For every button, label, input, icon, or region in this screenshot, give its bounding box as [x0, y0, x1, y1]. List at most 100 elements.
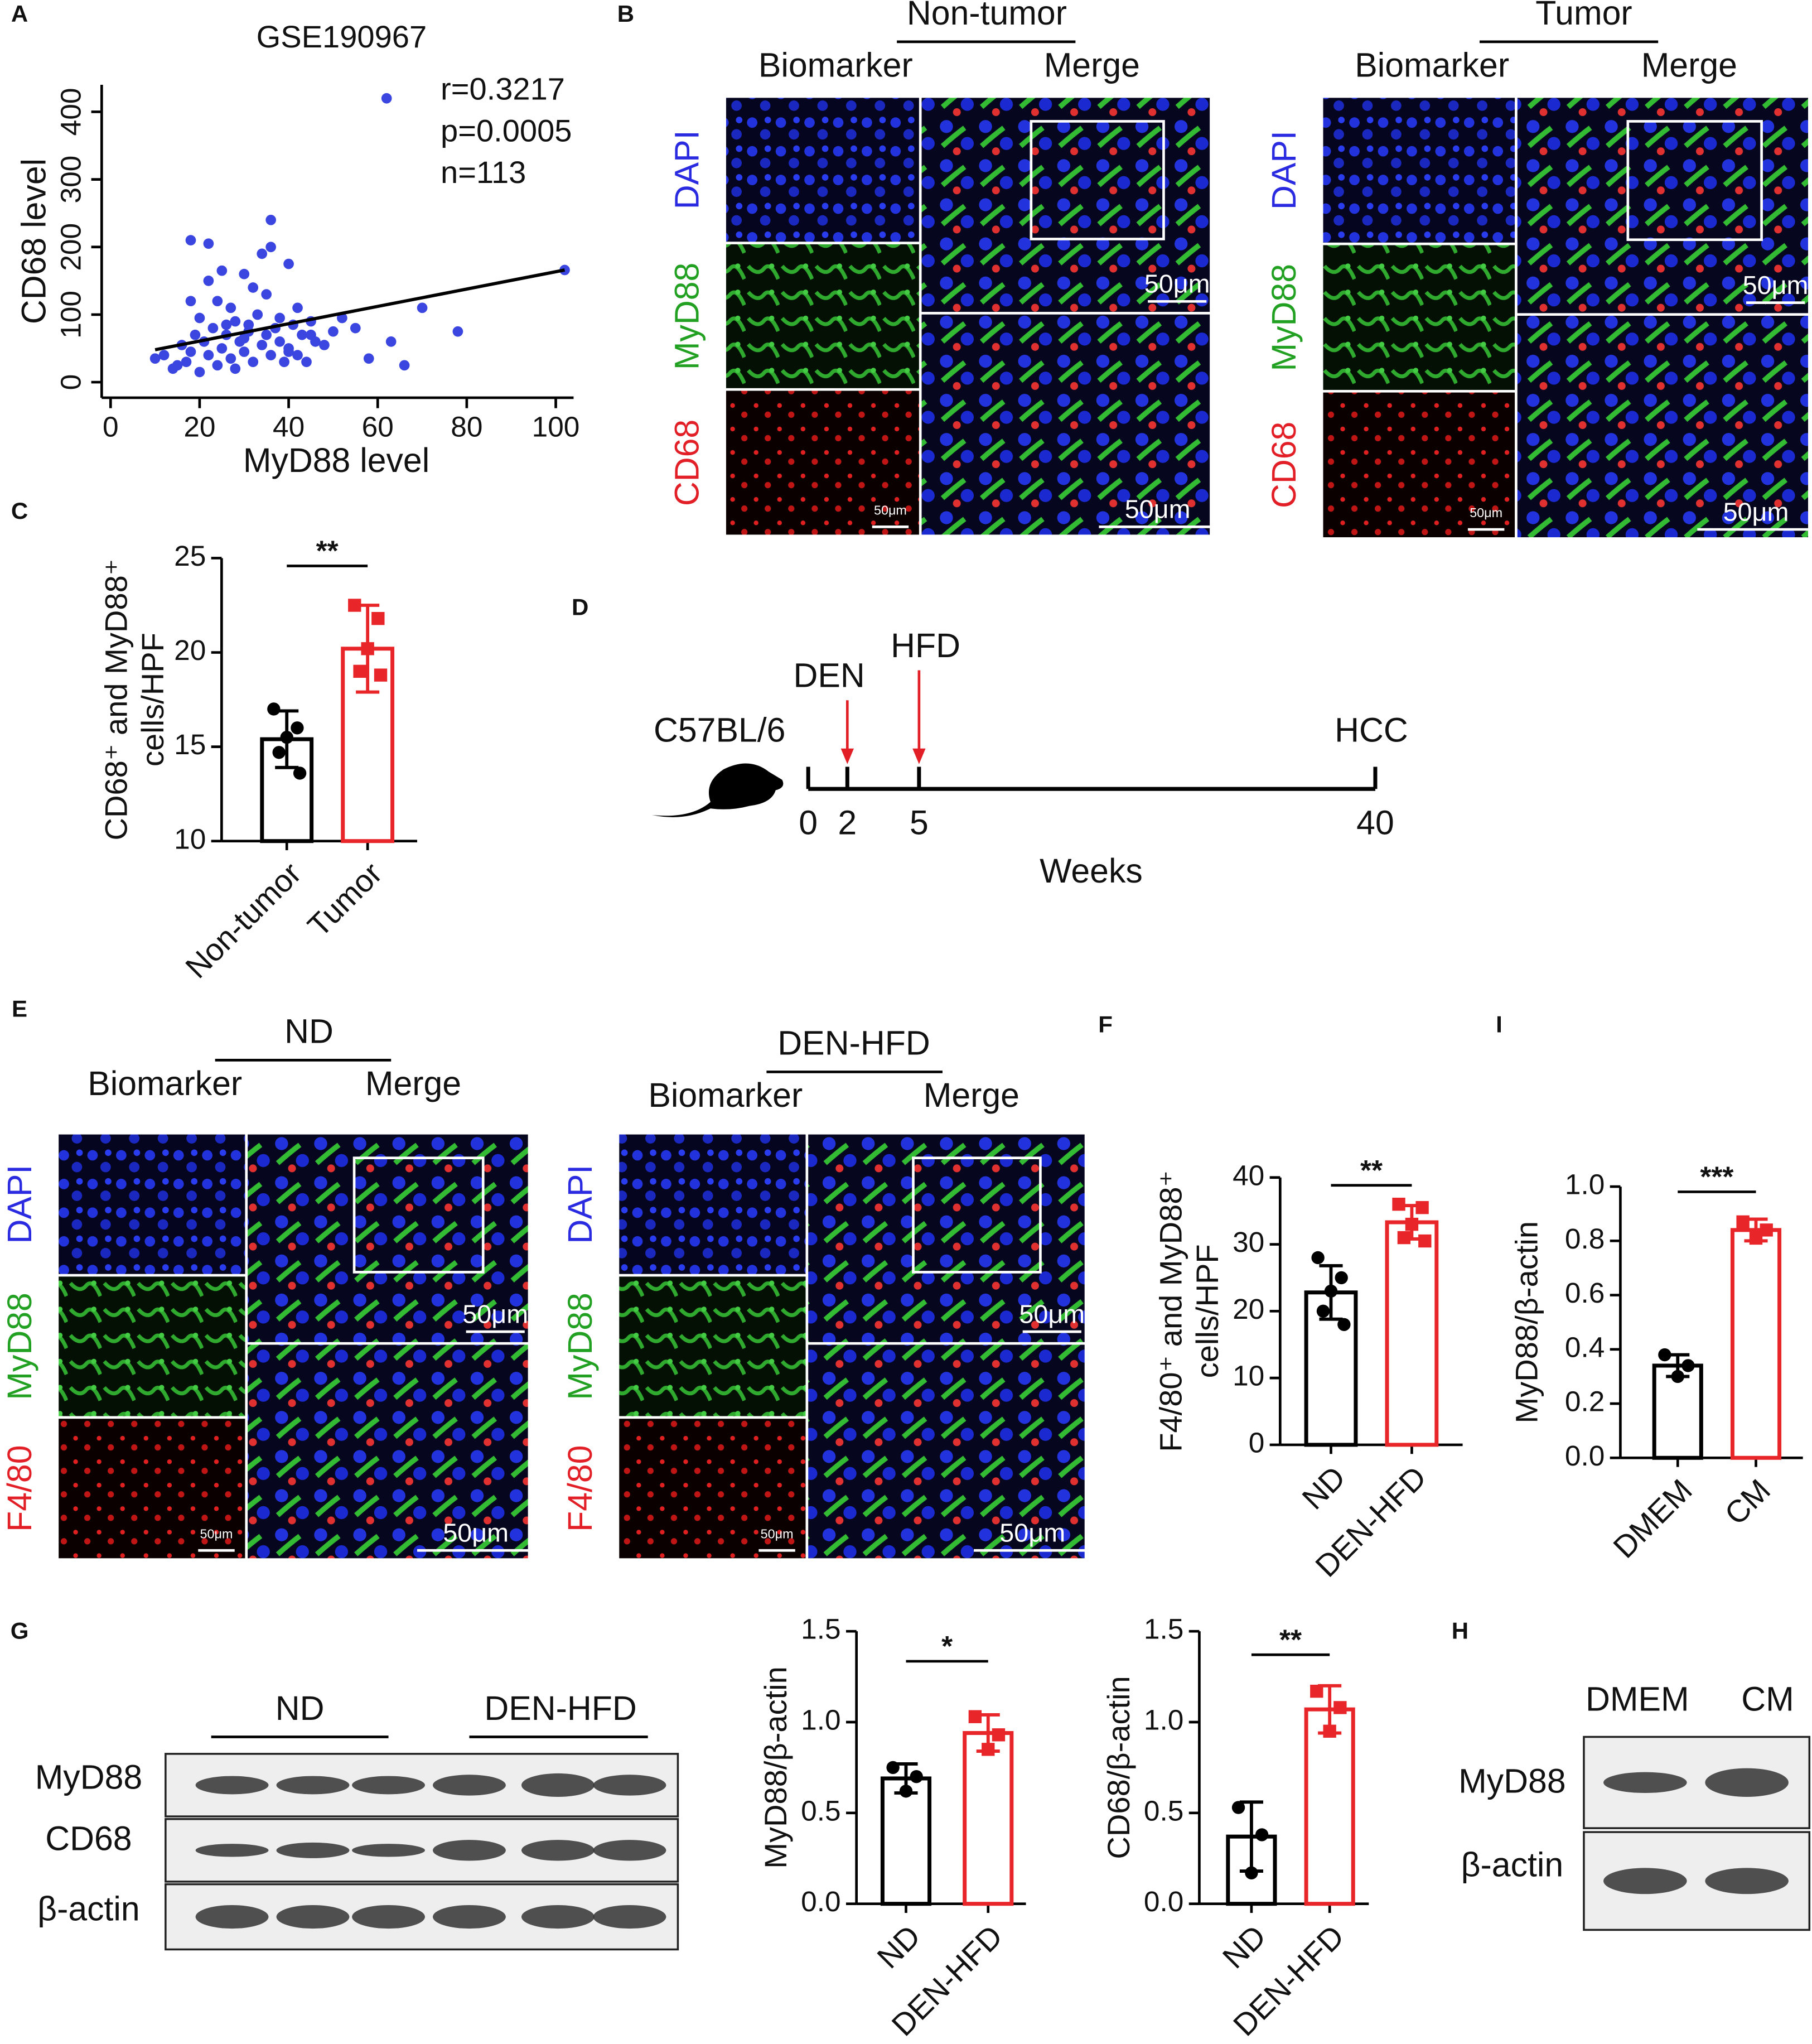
column-label: Biomarker	[88, 1064, 242, 1102]
point	[1415, 1201, 1429, 1214]
point	[248, 356, 259, 368]
point	[280, 731, 293, 744]
panel-letter: D	[572, 594, 588, 620]
y-tick-label: 1.0	[1565, 1168, 1605, 1201]
channel-label: MyD88	[668, 263, 706, 370]
point	[1324, 1284, 1338, 1298]
point	[239, 346, 250, 357]
bar	[1385, 1220, 1439, 1447]
panel-letter: H	[1452, 1618, 1468, 1644]
y-tick-label: 0	[54, 374, 86, 391]
point	[230, 316, 241, 327]
channel-label: DAPI	[1, 1165, 38, 1244]
point	[292, 302, 303, 314]
point	[243, 319, 254, 330]
panel-letter: E	[12, 996, 27, 1022]
point	[1405, 1217, 1419, 1231]
significance: **	[316, 534, 339, 567]
band	[195, 1844, 269, 1857]
y-tick-label: 40	[1233, 1159, 1264, 1191]
point	[968, 1710, 982, 1723]
channel-label: MyD88	[561, 1293, 599, 1400]
y-tick-label: 0.0	[1565, 1439, 1605, 1472]
point	[293, 766, 307, 780]
point	[1671, 1370, 1684, 1383]
group-title: ND	[284, 1013, 334, 1050]
chart-title: GSE190967	[257, 19, 427, 54]
y-tick-label: 20	[174, 634, 206, 666]
point	[291, 721, 304, 735]
column-label: Biomarker	[758, 46, 913, 84]
micrograph	[619, 1134, 806, 1274]
band	[433, 1775, 506, 1796]
micrograph	[808, 1134, 1085, 1342]
mouse-icon	[651, 763, 784, 817]
y-axis-label: CD68⁺ and MyD88⁺	[99, 559, 134, 841]
y-axis-label: MyD88/β-actin	[1509, 1221, 1544, 1424]
zoom-box	[1626, 120, 1763, 242]
y-tick-label: 0.0	[801, 1885, 840, 1917]
arrow-head	[840, 748, 854, 764]
y-tick-label: 20	[1233, 1293, 1264, 1325]
y-axis-label: cells/HPF	[1190, 1244, 1225, 1378]
timeline-label: 0	[799, 804, 818, 842]
x-tick-label: DMEM	[1606, 1472, 1699, 1565]
point	[239, 332, 250, 344]
band	[593, 1775, 666, 1796]
micrograph	[59, 1276, 245, 1416]
micrograph	[619, 1276, 806, 1416]
y-tick-label: 1.5	[801, 1613, 840, 1645]
x-tick-label: Non-tumor	[178, 856, 308, 985]
arrow-head	[912, 748, 926, 764]
point	[261, 329, 272, 340]
y-tick-label: 1.0	[1144, 1704, 1183, 1736]
band	[593, 1840, 666, 1861]
point	[292, 350, 303, 360]
micrograph	[726, 391, 919, 535]
point	[417, 302, 428, 314]
point	[212, 296, 223, 307]
channel-label: MyD88	[1, 1293, 38, 1400]
column-label: Merge	[1641, 46, 1737, 84]
point	[279, 356, 289, 368]
point	[886, 1761, 900, 1775]
point	[328, 326, 339, 337]
point	[248, 282, 259, 293]
micrograph	[726, 244, 919, 388]
point	[257, 340, 268, 350]
scale-bar-label: 50μm	[874, 503, 907, 517]
y-tick-label: 0.6	[1565, 1276, 1605, 1309]
point	[203, 350, 214, 360]
band	[1705, 1768, 1789, 1797]
y-tick-label: 30	[1233, 1226, 1264, 1258]
point	[261, 289, 272, 300]
column-label: Biomarker	[648, 1076, 803, 1114]
point	[1418, 1234, 1432, 1248]
channel-label: F4/80	[561, 1445, 599, 1532]
column-label: Biomarker	[1355, 46, 1509, 84]
point	[274, 312, 285, 324]
row-label: MyD88	[35, 1758, 142, 1796]
x-tick-label: 0	[103, 411, 119, 443]
channel-label: DAPI	[668, 130, 706, 209]
y-tick-label: 0.8	[1565, 1222, 1605, 1255]
scale-bar-label: 50μm	[999, 1518, 1065, 1548]
point	[1397, 1231, 1411, 1245]
band	[521, 1905, 595, 1929]
y-tick-label: 10	[1233, 1360, 1264, 1392]
point	[230, 363, 241, 374]
micrograph	[1517, 316, 1808, 538]
scale-bar-label: 50μm	[443, 1518, 509, 1548]
point	[1310, 1684, 1323, 1698]
point	[319, 340, 330, 350]
timeline-label: 5	[910, 804, 929, 842]
micrograph	[59, 1134, 245, 1274]
y-axis-label: cells/HPF	[135, 633, 170, 766]
x-tick-label: 60	[362, 411, 394, 443]
x-tick-label: ND	[870, 1918, 927, 1975]
row-label: β-actin	[37, 1890, 140, 1928]
point	[225, 302, 236, 314]
strain-label: C57BL/6	[654, 711, 785, 749]
point	[361, 642, 374, 655]
